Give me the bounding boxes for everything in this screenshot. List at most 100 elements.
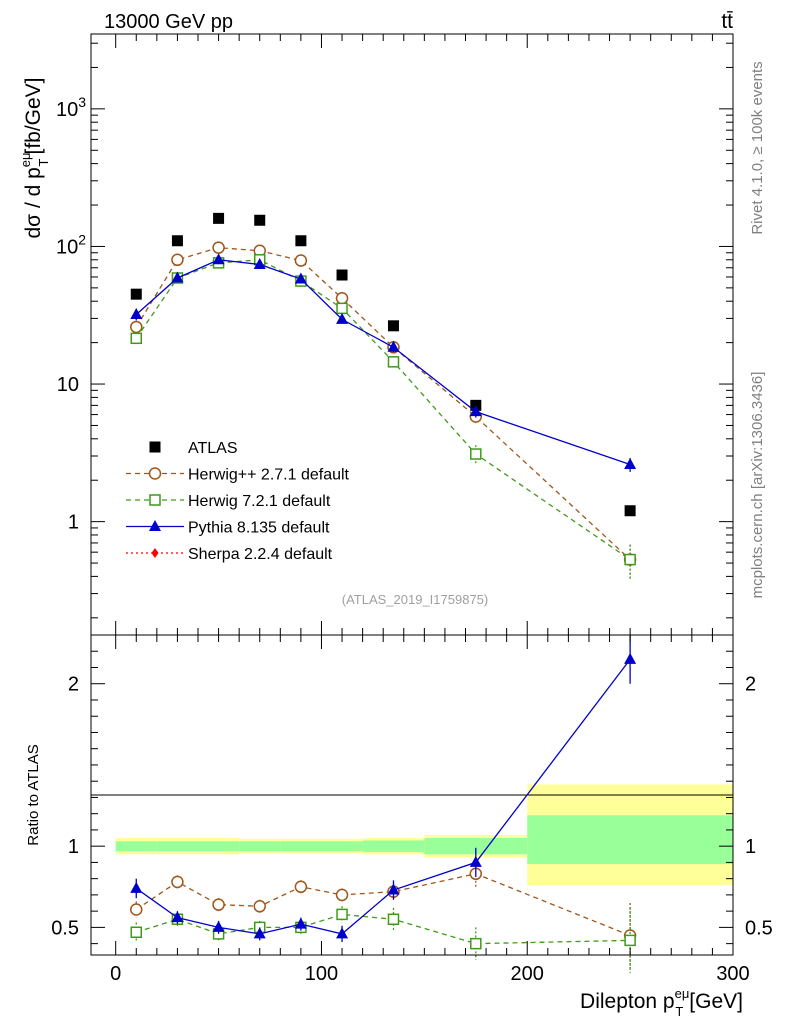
legend-marker — [148, 467, 162, 480]
main-frame — [90, 33, 734, 636]
main-data-point — [387, 356, 400, 368]
uncertainty-band-green — [362, 840, 425, 852]
main-data-point — [130, 308, 143, 320]
main-ylabel-main: dσ / d p — [22, 167, 45, 238]
main-data-point — [470, 448, 482, 460]
ratio-data-point — [387, 883, 400, 895]
main-data-point — [130, 320, 143, 334]
y-tick-label-base: 10 — [56, 236, 78, 258]
y-tick-label: 2 — [68, 674, 79, 696]
main-data-point — [624, 458, 637, 470]
main-data-point — [387, 340, 400, 352]
ratio-xlabel-sup: eμ — [675, 986, 690, 1001]
main-data-point — [130, 288, 142, 300]
ratio-data-point — [253, 900, 266, 913]
ratio-data-point — [336, 927, 349, 939]
legend-marker — [149, 494, 161, 506]
process-label: tt̄ — [721, 10, 733, 33]
legend-marker — [149, 520, 161, 531]
legend-label: ATLAS — [188, 440, 238, 457]
rivet-label: Rivet 4.1.0, ≥ 100k events — [749, 61, 766, 234]
analysis-label: (ATLAS_2019_I1759875) — [342, 592, 488, 607]
ratio-data-point — [470, 937, 482, 950]
y-tick-label: 102 — [56, 231, 86, 258]
ratio-data-point — [624, 652, 637, 664]
main-ylabel-sup: eμ — [18, 152, 33, 167]
y-tick-label: 10 — [57, 374, 79, 396]
ratio-data-point — [130, 926, 143, 939]
ratio-ylabel: Ratio to ATLAS — [25, 744, 42, 845]
ratio-data-point — [253, 927, 266, 939]
legend-label: Herwig++ 2.7.1 default — [188, 467, 350, 484]
ratio-xlabel-main: Dilepton p — [580, 990, 675, 1013]
legend-label: Herwig 7.2.1 default — [188, 493, 331, 510]
main-data-point — [171, 235, 183, 247]
x-tick-label: 0 — [110, 963, 121, 985]
main-data-point — [336, 302, 348, 315]
uncertainty-band-green — [115, 841, 157, 852]
x-tick-label: 200 — [511, 963, 544, 985]
ratio-data-point — [171, 875, 184, 889]
legend-label: Sherpa 2.2.4 default — [188, 546, 333, 563]
ratio-data-point — [624, 934, 636, 947]
main-series-line — [135, 259, 631, 466]
y-tick-label-right: 0.5 — [745, 917, 773, 939]
ratio-data-point — [130, 903, 143, 916]
main-data-point — [294, 272, 307, 284]
ratio-panel: 0.5 0.5 1 1 2 2 0 100 200 300 Ratio to ATLAS Dile… — [25, 634, 773, 1019]
uncertainty-band-green — [280, 841, 322, 852]
ratio-data-point — [336, 908, 348, 921]
main-data-point — [387, 320, 399, 332]
ratio-series-line — [136, 913, 631, 945]
uncertainty-band-green — [527, 815, 733, 865]
main-data-point — [171, 271, 184, 283]
ratio-data-point — [387, 913, 400, 926]
main-series-line — [135, 259, 631, 561]
main-data-point — [171, 253, 184, 267]
uncertainty-band-green — [156, 841, 198, 852]
main-ylabel: dσ / d peμ T [fb/GeV] — [18, 77, 51, 238]
x-tick-label: 300 — [716, 963, 749, 985]
y-tick-label-right: 2 — [745, 674, 756, 696]
x-tick-label: 100 — [305, 963, 338, 985]
y-tick-label: 103 — [56, 94, 86, 121]
uncertainty-band-green — [239, 841, 281, 852]
ratio-data-point — [294, 880, 308, 894]
energy-label: 13000 GeV pp — [104, 11, 233, 33]
main-data-point — [336, 312, 349, 324]
main-data-point — [294, 254, 308, 267]
ratio-xlabel-sub: T — [675, 1004, 683, 1019]
legend-marker — [151, 548, 159, 558]
uncertainty-band-green — [198, 841, 240, 852]
main-data-point — [336, 269, 348, 281]
y-tick-label-base: 10 — [56, 99, 78, 121]
main-data-point — [130, 332, 143, 345]
uncertainty-band-green — [424, 838, 528, 855]
main-data-point — [624, 505, 636, 517]
main-data-point — [212, 253, 225, 265]
ratio-xlabel: Dilepton peμ T [GeV] — [580, 986, 743, 1019]
y-tick-label: 1 — [68, 512, 79, 534]
main-data-point — [253, 257, 266, 269]
legend-marker — [149, 441, 161, 453]
ratio-frame — [90, 634, 734, 956]
main-data-point — [295, 235, 307, 247]
ratio-data-point — [469, 855, 482, 867]
legend: ATLAS Herwig++ 2.7.1 default Herwig 7.2.1 … — [126, 440, 350, 563]
main-data-point — [212, 241, 225, 254]
y-tick-label: 0.5 — [51, 917, 79, 939]
uncertainty-band-green — [321, 841, 363, 852]
main-series-line — [135, 247, 631, 561]
y-tick-label-right: 1 — [745, 836, 756, 858]
main-data-point — [624, 553, 636, 566]
y-tick-label-exp: 3 — [78, 94, 86, 110]
legend-label: Pythia 8.135 default — [188, 520, 330, 537]
main-ylabel-unit: [fb/GeV] — [22, 77, 45, 154]
ratio-data-point — [212, 920, 225, 932]
ratio-data-point — [294, 917, 307, 929]
main-data-point — [469, 405, 482, 417]
main-data-point — [335, 292, 349, 305]
ratio-data-point — [212, 898, 225, 911]
